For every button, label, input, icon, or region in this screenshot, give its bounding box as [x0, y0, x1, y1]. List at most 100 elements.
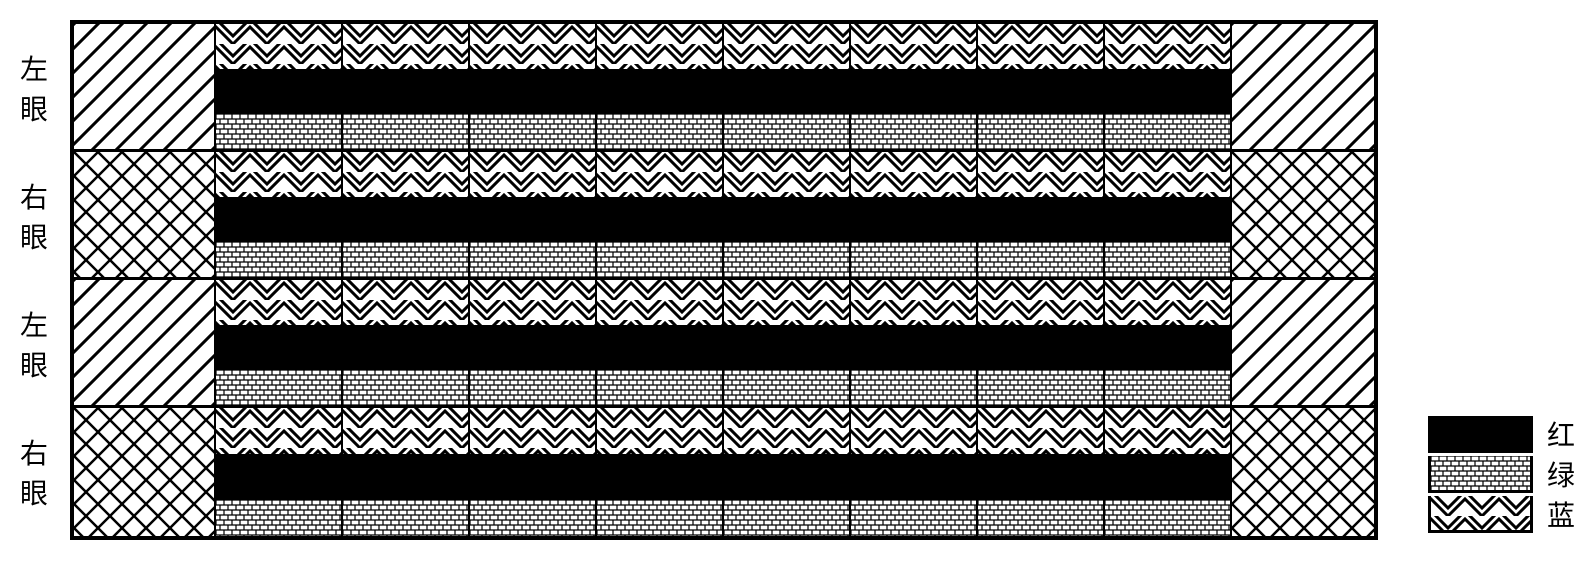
row-label: 右眼	[20, 152, 52, 280]
sub-stripe-brick	[470, 114, 595, 149]
sub-stripe-brick	[1105, 370, 1230, 405]
sub-stripe-zigzag	[597, 24, 722, 69]
sub-stripe-black	[978, 325, 1103, 370]
pixel-cell	[851, 24, 978, 149]
sub-stripe-brick	[470, 242, 595, 277]
row-label: 左眼	[20, 24, 52, 152]
sub-stripe-brick	[597, 114, 722, 149]
sub-stripe-brick	[978, 370, 1103, 405]
sub-stripe-brick	[597, 500, 722, 536]
sub-stripe-zigzag	[1105, 24, 1230, 69]
pixel-cell	[343, 152, 470, 277]
sub-stripe-black	[470, 454, 595, 500]
diagram-wrap: 左眼右眼左眼右眼	[20, 20, 1378, 540]
sub-stripe-brick	[216, 242, 341, 277]
pixel-cell	[343, 408, 470, 536]
sub-stripe-black	[470, 69, 595, 114]
legend-label: 蓝	[1547, 494, 1575, 534]
sub-stripe-black	[470, 325, 595, 370]
sub-stripe-black	[724, 325, 849, 370]
sub-stripe-brick	[216, 500, 341, 536]
sub-stripe-brick	[343, 370, 468, 405]
pixel-cell	[1105, 408, 1232, 536]
pixel-cell	[597, 280, 724, 405]
sub-stripe-zigzag	[978, 408, 1103, 454]
sub-stripe-zigzag	[470, 280, 595, 325]
sub-stripe-black	[597, 197, 722, 242]
side-cell	[74, 24, 216, 149]
sub-stripe-black	[597, 454, 722, 500]
row-labels: 左眼右眼左眼右眼	[20, 24, 52, 536]
sub-stripe-black	[1105, 325, 1230, 370]
sub-stripe-black	[1105, 197, 1230, 242]
sub-stripe-zigzag	[1105, 152, 1230, 197]
pixel-cell	[216, 24, 343, 149]
sub-stripe-zigzag	[851, 152, 976, 197]
row-label: 左眼	[20, 280, 52, 408]
sub-stripe-black	[978, 69, 1103, 114]
sub-stripe-zigzag	[470, 408, 595, 454]
sub-stripe-brick	[978, 500, 1103, 536]
sub-stripe-zigzag	[724, 408, 849, 454]
pixel-cell	[724, 152, 851, 277]
sub-stripe-zigzag	[851, 280, 976, 325]
pixel-cell	[343, 280, 470, 405]
pixel-cell	[978, 24, 1105, 149]
sub-stripe-brick	[470, 370, 595, 405]
sub-stripe-black	[343, 325, 468, 370]
sub-stripe-zigzag	[597, 408, 722, 454]
sub-stripe-zigzag	[978, 280, 1103, 325]
sub-stripe-brick	[724, 370, 849, 405]
sub-stripe-brick	[343, 242, 468, 277]
row-label: 右眼	[20, 408, 52, 536]
legend-item: 绿	[1428, 454, 1575, 494]
sub-stripe-zigzag	[851, 24, 976, 69]
sub-stripe-brick	[1105, 242, 1230, 277]
pixel-cell	[597, 408, 724, 536]
sub-stripe-black	[343, 69, 468, 114]
sub-stripe-zigzag	[724, 280, 849, 325]
sub-stripe-brick	[597, 242, 722, 277]
pixel-cell	[851, 152, 978, 277]
grid-row	[74, 280, 1374, 408]
legend-swatch	[1428, 416, 1533, 453]
sub-stripe-zigzag	[978, 24, 1103, 69]
pixel-cell	[724, 24, 851, 149]
sub-stripe-zigzag	[343, 152, 468, 197]
pixel-cell	[216, 280, 343, 405]
pixel-cell	[470, 152, 597, 277]
sub-stripe-brick	[724, 242, 849, 277]
sub-stripe-brick	[851, 242, 976, 277]
sub-stripe-black	[216, 69, 341, 114]
sub-stripe-brick	[343, 114, 468, 149]
sub-stripe-brick	[1105, 500, 1230, 536]
sub-stripe-black	[597, 69, 722, 114]
pixel-cell	[724, 280, 851, 405]
pixel-cell	[978, 408, 1105, 536]
grid-row	[74, 24, 1374, 152]
sub-stripe-black	[216, 197, 341, 242]
sub-stripe-zigzag	[851, 408, 976, 454]
sub-stripe-black	[851, 69, 976, 114]
sub-stripe-brick	[851, 500, 976, 536]
sub-stripe-black	[1105, 454, 1230, 500]
sub-stripe-zigzag	[597, 152, 722, 197]
sub-stripe-black	[978, 454, 1103, 500]
side-cell	[1232, 280, 1374, 405]
pixel-cell	[216, 408, 343, 536]
side-cell	[1232, 152, 1374, 277]
legend-item: 红	[1428, 414, 1575, 454]
legend: 红绿蓝	[1428, 414, 1575, 534]
pixel-cell	[343, 24, 470, 149]
legend-label: 红	[1547, 414, 1575, 454]
pixel-cell	[470, 280, 597, 405]
legend-swatch	[1428, 456, 1533, 493]
sub-stripe-brick	[851, 114, 976, 149]
pixel-cell	[851, 408, 978, 536]
sub-stripe-zigzag	[724, 24, 849, 69]
side-cell	[1232, 24, 1374, 149]
sub-stripe-zigzag	[343, 280, 468, 325]
sub-stripe-black	[851, 325, 976, 370]
sub-stripe-zigzag	[470, 24, 595, 69]
pixel-grid	[70, 20, 1378, 540]
